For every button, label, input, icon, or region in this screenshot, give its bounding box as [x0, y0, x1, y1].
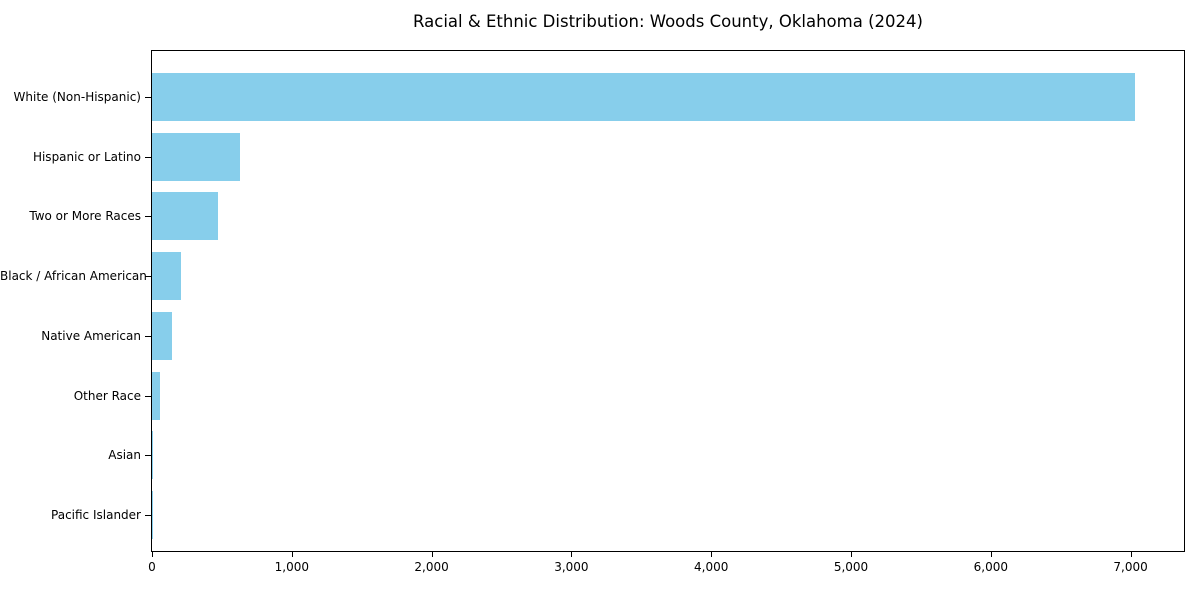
bar-asian [152, 431, 154, 480]
x-tick-mark [152, 552, 153, 557]
y-tick-mark [145, 395, 151, 397]
x-tick-label-0: 0 [148, 560, 156, 574]
x-tick-mark [291, 552, 293, 557]
plot-area [151, 50, 1185, 552]
y-tick-label-black-african-american: Black / African American [0, 269, 147, 284]
x-tick-label-5-000: 5,000 [833, 560, 869, 574]
y-tick-label-white-non-hispanic: White (Non-Hispanic) [13, 90, 141, 104]
y-tick-mark [145, 97, 151, 98]
bar-hispanic-or-latino [152, 132, 241, 181]
y-tick-label-other-race: Other Race [73, 388, 141, 403]
x-tick-mark [571, 552, 573, 557]
x-tick-label-3-000: 3,000 [554, 560, 589, 574]
y-tick-mark [145, 335, 151, 337]
x-tick-label-4-000: 4,000 [694, 560, 729, 574]
y-tick-label-two-or-more-races: Two or More Races [29, 209, 141, 224]
x-tick-mark [1130, 552, 1132, 557]
y-tick-mark [145, 276, 151, 278]
y-tick-mark [145, 455, 151, 457]
x-tick-mark [990, 552, 992, 557]
y-tick-label-native-american: Native American [41, 328, 141, 343]
x-tick-label-2-000: 2,000 [414, 560, 449, 574]
bar-black-african-american [152, 252, 181, 301]
x-tick-mark [431, 552, 433, 557]
bar-native-american [152, 311, 173, 360]
y-tick-mark [145, 156, 151, 158]
x-tick-label-1-000: 1,000 [274, 560, 309, 574]
bar-two-or-more-races [152, 192, 218, 241]
bar-white-non-hispanic [152, 73, 1135, 121]
x-tick-label-7-000: 7,000 [1113, 560, 1148, 574]
x-tick-label-6-000: 6,000 [973, 560, 1008, 574]
chart-title: Racial & Ethnic Distribution: Woods Coun… [413, 12, 923, 31]
x-tick-mark [711, 552, 713, 557]
y-tick-mark [145, 514, 151, 516]
x-tick-mark [851, 552, 852, 557]
y-tick-label-hispanic-or-latino: Hispanic or Latino [32, 149, 141, 164]
y-tick-mark [145, 216, 151, 218]
y-tick-label-pacific-islander: Pacific Islander [51, 507, 141, 522]
y-tick-label-asian: Asian [108, 448, 141, 463]
bar-other-race [152, 371, 160, 420]
